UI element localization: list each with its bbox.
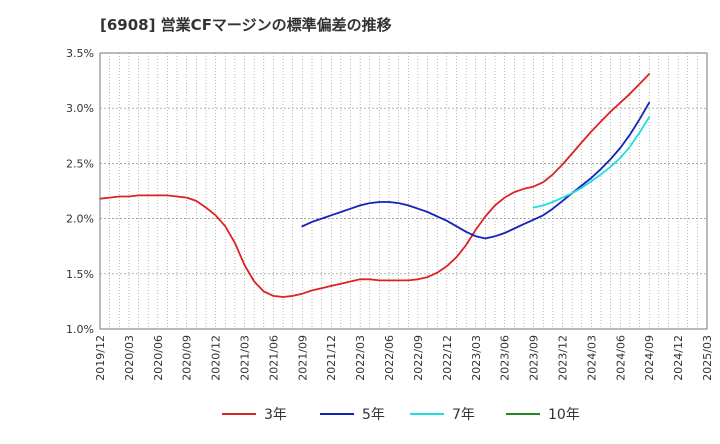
series-layer [99,73,651,298]
x-tick-label-group: 2021/03 [239,335,252,381]
x-tick-label-group: 2025/03 [701,335,714,381]
x-tick-label: 2020/06 [152,335,165,381]
x-tick-label: 2024/03 [585,335,598,381]
chart-title: [6908] 営業CFマージンの標準偏差の推移 [100,16,392,34]
series-line [532,116,651,209]
x-tick-label: 2021/06 [267,335,280,381]
x-tick-label: 2025/03 [701,335,714,381]
x-tick-label: 2021/09 [296,335,309,381]
x-tick-label-group: 2020/12 [210,335,223,381]
x-tick-label-group: 2023/06 [499,335,512,381]
legend: 3年 5年 7年 10年 [222,407,580,423]
x-tick-label: 2020/09 [181,335,194,381]
x-tick-label: 2023/03 [470,335,483,381]
x-tick-label-group: 2024/03 [585,335,598,381]
x-tick-label: 2024/06 [614,335,627,381]
x-tick-label-group: 2020/06 [152,335,165,381]
y-tick-label: 2.0% [66,213,94,226]
legend-label: 7年 [452,407,475,423]
y-tick-label: 2.5% [66,157,94,170]
grid-layer [100,53,707,329]
legend-label: 10年 [548,407,580,423]
x-tick-label-group: 2022/12 [441,335,454,381]
x-tick-label-group: 2021/09 [296,335,309,381]
x-tick-label-group: 2023/09 [528,335,541,381]
x-tick-label: 2020/03 [123,335,136,381]
x-tick-label-group: 2022/03 [354,335,367,381]
x-tick-label-group: 2022/09 [412,335,425,381]
x-tick-label-group: 2023/03 [470,335,483,381]
y-tick-label: 3.0% [66,102,94,115]
series-line [99,73,651,298]
x-tick-label: 2020/12 [210,335,223,381]
x-tick-label-group: 2024/09 [643,335,656,381]
x-tick-label: 2021/12 [325,335,338,381]
x-tick-label-group: 2022/06 [383,335,396,381]
axis-labels: 1.0% 1.5% 2.0% 2.5% 3.0% 3.5% 2019/12 2020/03 20… [66,47,714,381]
x-tick-label-group: 2023/12 [556,335,569,381]
x-tick-label: 2023/12 [556,335,569,381]
x-tick-label: 2022/06 [383,335,396,381]
x-tick-label: 2023/06 [499,335,512,381]
x-tick-label: 2024/12 [672,335,685,381]
x-tick-label-group: 2024/06 [614,335,627,381]
x-tick-label-group: 2020/09 [181,335,194,381]
x-tick-label: 2022/09 [412,335,425,381]
y-tick-label: 1.0% [66,323,94,336]
legend-label: 3年 [264,407,287,423]
legend-label: 5年 [362,407,385,423]
x-tick-label-group: 2020/03 [123,335,136,381]
x-tick-label: 2024/09 [643,335,656,381]
series-line [301,101,651,240]
y-tick-label: 1.5% [66,268,94,281]
x-tick-label: 2021/03 [239,335,252,381]
x-tick-label-group: 2024/12 [672,335,685,381]
x-tick-label: 2019/12 [94,335,107,381]
x-tick-label: 2023/09 [528,335,541,381]
x-tick-label: 2022/12 [441,335,454,381]
x-tick-label-group: 2021/06 [267,335,280,381]
x-tick-label: 2022/03 [354,335,367,381]
y-tick-label: 3.5% [66,47,94,60]
plot-area-frame [99,52,708,330]
x-tick-label-group: 2019/12 [94,335,107,381]
x-tick-label-group: 2021/12 [325,335,338,381]
